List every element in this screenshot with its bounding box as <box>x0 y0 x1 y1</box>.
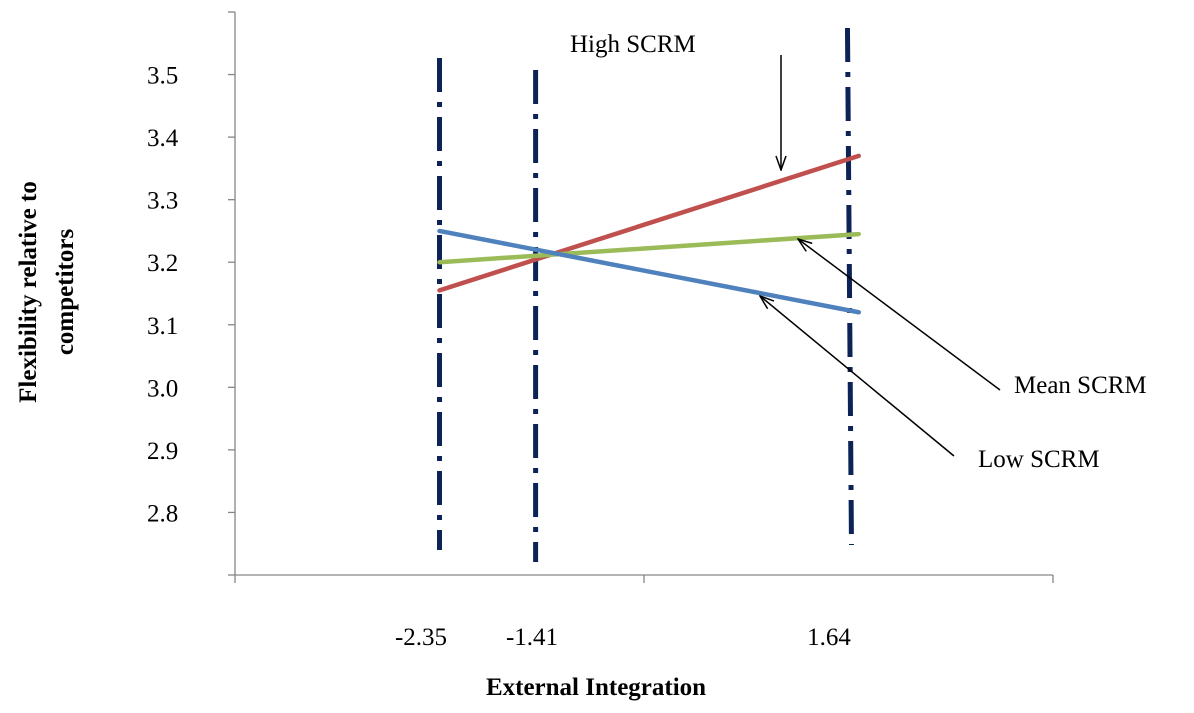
series-lines <box>437 153 861 315</box>
annotation-low-scrm: Low SCRM <box>978 446 1100 473</box>
y-tick-label: 3.5 <box>147 63 178 90</box>
annotation-high-scrm: High SCRM <box>570 31 696 58</box>
annotation-arrow-low-scrm <box>760 296 955 457</box>
reference-line <box>844 27 854 546</box>
y-tick-label: 3.3 <box>147 188 178 215</box>
y-tick-label: 3.4 <box>147 125 179 152</box>
y-tick-label: 3.2 <box>147 250 178 277</box>
annotation-arrow-mean-scrm <box>798 239 1001 391</box>
y-axis-title-line-1: Flexibility relative to <box>15 181 42 403</box>
axes <box>228 11 1054 583</box>
annotation-mean-scrm: Mean SCRM <box>1014 372 1147 399</box>
y-axis-title-group: Flexibility relative to competitors <box>15 181 79 403</box>
x-tick-label: -2.35 <box>395 624 447 651</box>
series-line-mean-scrm <box>437 231 861 265</box>
y-tick-label: 2.8 <box>147 500 178 527</box>
x-axis-title: External Integration <box>486 674 706 701</box>
y-tick-label: 2.9 <box>147 438 178 465</box>
x-tick-label: -1.41 <box>506 624 558 651</box>
series-line-high-scrm <box>437 153 861 293</box>
annotations: High SCRM Mean SCRM Low SCRM <box>570 31 1147 473</box>
x-tick-label: 1.64 <box>807 624 851 651</box>
y-tick-label: 3.0 <box>147 375 178 402</box>
tick-labels: 2.8 2.9 3.0 3.1 3.2 3.3 3.4 3.5 -2.35 -1.41 1.64 <box>147 63 851 651</box>
series-line-low-scrm <box>437 228 861 315</box>
y-axis-title-line-2: competitors <box>52 229 79 356</box>
reference-lines <box>437 27 854 562</box>
y-tick-label: 3.1 <box>147 313 178 340</box>
